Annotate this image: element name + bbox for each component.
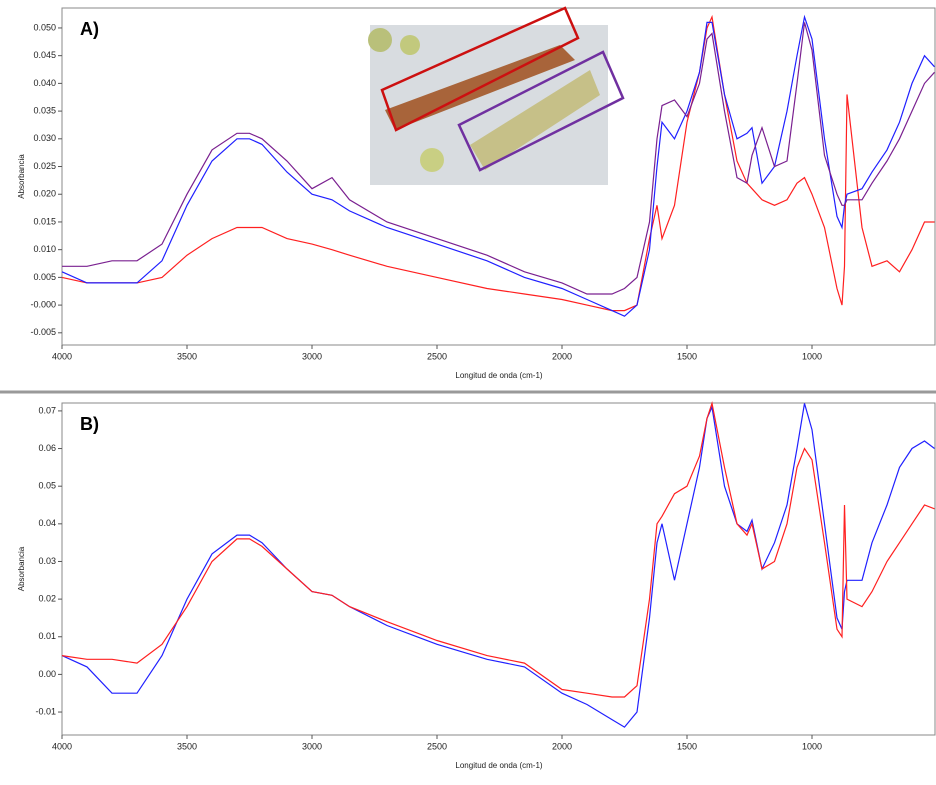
photo-grape (368, 28, 392, 52)
x-tick-label: 2500 (427, 741, 447, 751)
plot-area (61, 7, 936, 346)
y-tick-label: 0.07 (38, 405, 56, 415)
y-tick-label: 0.040 (33, 78, 56, 88)
x-tick-label: 2000 (552, 741, 572, 751)
x-tick-label: 1500 (677, 351, 697, 361)
y-tick-label: 0.020 (33, 189, 56, 199)
y-tick-label: 0.030 (33, 133, 56, 143)
series-line (62, 22, 935, 295)
photo-seaweed (470, 70, 600, 170)
x-axis-label: Longitud de onda (cm-1) (455, 761, 543, 770)
photo-grape (420, 148, 444, 172)
y-tick-label: 0.05 (38, 481, 56, 491)
y-tick-label: 0.06 (38, 443, 56, 453)
y-tick-label: 0.010 (33, 244, 56, 254)
x-tick-label: 2000 (552, 351, 572, 361)
y-tick-label: 0.01 (38, 631, 56, 641)
panel-label: B) (80, 414, 99, 434)
y-tick-label: 0.02 (38, 593, 56, 603)
y-tick-label: -0.000 (30, 299, 56, 309)
x-tick-label: 3500 (177, 741, 197, 751)
x-axis-label: Longitud de onda (cm-1) (455, 371, 543, 380)
series-line (61, 401, 935, 698)
y-axis-label: Absorbancia (17, 546, 26, 591)
y-tick-label: 0.025 (33, 161, 56, 171)
inset-photo (368, 6, 625, 185)
y-tick-label: 0.045 (33, 50, 56, 60)
series-line (61, 14, 935, 312)
photo-grape (400, 35, 420, 55)
panel-label: A) (80, 19, 99, 39)
y-tick-label: 0.04 (38, 518, 56, 528)
x-tick-label: 3000 (302, 351, 322, 361)
y-tick-label: 0.03 (38, 556, 56, 566)
x-tick-label: 1500 (677, 741, 697, 751)
x-tick-label: 3000 (302, 741, 322, 751)
y-tick-label: -0.01 (35, 706, 56, 716)
y-tick-label: 0.050 (33, 22, 56, 32)
x-tick-label: 1000 (802, 351, 822, 361)
y-axis-label: Absorbancia (17, 154, 26, 199)
photo-box-purple (457, 50, 625, 172)
x-tick-label: 2500 (427, 351, 447, 361)
x-tick-label: 4000 (52, 741, 72, 751)
y-tick-label: 0.015 (33, 216, 56, 226)
y-tick-label: -0.005 (30, 327, 56, 337)
y-tick-label: 0.005 (33, 272, 56, 282)
series-line (61, 14, 935, 317)
x-tick-label: 3500 (177, 351, 197, 361)
y-tick-label: 0.035 (33, 105, 56, 115)
photo-box-red (380, 6, 580, 132)
x-tick-label: 1000 (802, 741, 822, 751)
y-tick-label: 0.00 (38, 669, 56, 679)
plot-area (61, 402, 936, 736)
x-tick-label: 4000 (52, 351, 72, 361)
